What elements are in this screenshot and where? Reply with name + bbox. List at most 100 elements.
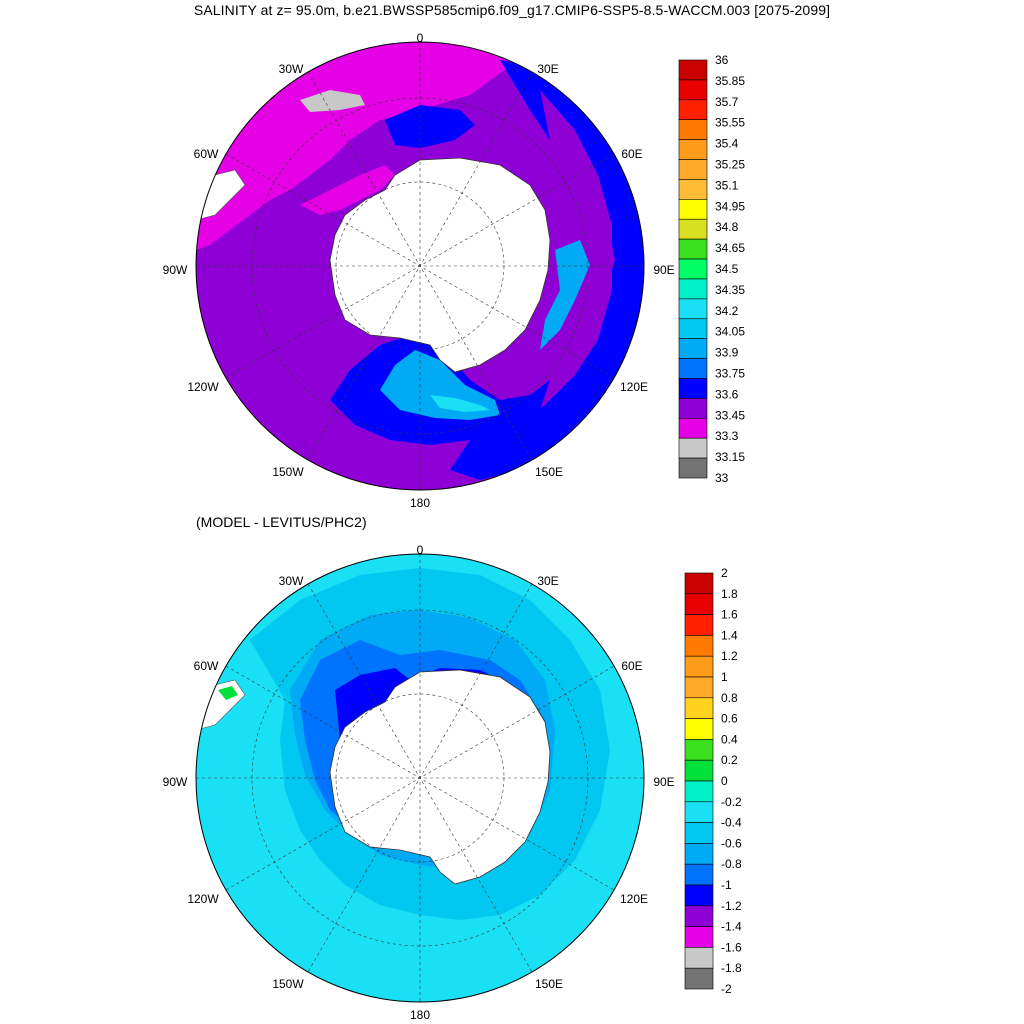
bottom-polar-map [195,553,645,1003]
top-map-frame [195,41,645,491]
bottom-map-frame [195,553,645,1003]
top-colorbar-swatch [678,457,708,479]
bottom-colorbar-tick-label: 0.6 [721,712,738,726]
top-antarctica [329,157,551,373]
bottom-colorbar-swatch [684,572,714,595]
bottom-colorbar-tick-label: -0.8 [721,857,742,871]
bottom-colorbar-swatch [684,863,714,886]
top-colorbar-tick-label: 33.6 [715,387,739,401]
bottom-lon-30e: 30E [537,574,558,588]
top-colorbar-tick-label: 34.65 [715,241,745,255]
bottom-colorbar-tick-label: 0.8 [721,691,738,705]
bottom-colorbar-swatch [684,884,714,907]
top-colorbar-tick-label: 35.7 [715,95,739,109]
bottom-colorbar-tick-label: 1.4 [721,628,738,642]
bottom-colorbar-swatch [684,822,714,844]
top-colorbar-swatch [678,278,708,300]
top-lon-90w: 90W [163,263,188,277]
bottom-lon-180: 180 [410,1008,430,1022]
bottom-colorbar-tick-label: -1.2 [721,899,742,913]
figure-title: SALINITY at z= 95.0m, b.e21.BWSSP585cmip… [193,2,831,18]
top-colorbar-swatch [678,179,708,200]
bottom-colorbar-tick-label: -0.2 [721,795,742,809]
top-colorbar-tick-label: 35.4 [715,137,739,151]
bottom-colorbar-swatch [684,676,714,699]
bottom-colorbar-swatch [684,759,714,782]
bottom-colorbar-tick-label: -0.4 [721,816,742,830]
bottom-colorbar-swatch [684,967,714,990]
top-colorbar-swatch [678,338,708,359]
top-colorbar-tick-label: 35.85 [715,74,745,88]
top-lon-90e: 90E [653,263,674,277]
top-colorbar-swatch [678,139,708,160]
bottom-colorbar-tick-label: -1.4 [721,920,742,934]
top-lon-0: 0 [417,31,424,45]
bottom-colorbar-tick-label: 1.8 [721,587,738,601]
top-cyan-east-coast [540,240,590,350]
top-polar-map [195,41,645,491]
difference-subtitle: (MODEL - LEVITUS/PHC2) [196,514,367,530]
top-colorbar-tick-label: 33.15 [715,450,745,464]
top-lon-150w: 150W [272,465,304,479]
bottom-colorbar-swatch [684,780,714,803]
bottom-colorbar-tick-label: -0.6 [721,836,742,850]
bottom-lon-90e: 90E [653,775,674,789]
top-lon-120e: 120E [620,380,648,394]
top-colorbar-tick-label: 35.1 [715,178,739,192]
bottom-colorbar-tick-label: 0.4 [721,732,738,746]
top-colorbar-swatch [678,358,708,379]
top-colorbar-tick-label: 33.75 [715,367,745,381]
bottom-lon-60w: 60W [194,659,219,673]
bottom-longitude-labels: 0 30E 60E 90E 120E 150E 180 150W 120W 90… [163,543,675,1022]
bottom-green-patch [218,686,238,700]
top-colorbar-swatch [678,119,708,140]
top-colorbar-tick-label: 33.3 [715,429,739,443]
bottom-antarctica [329,669,551,885]
top-colorbar-swatch [678,318,708,339]
top-lightcyan-south [430,395,490,412]
top-gray-peninsula [300,90,365,112]
bottom-colorbar-swatch [684,697,714,719]
top-colorbar-swatch [678,218,708,240]
top-colorbar: 36 35.85 35.7 35.55 35.4 35.25 35.1 34.95 34.8 34… [678,53,745,485]
top-graticule [196,42,644,490]
bottom-colorbar-swatch [684,739,714,761]
bottom-lon-90w: 90W [163,775,188,789]
bottom-colorbar-tick-label: 2 [721,566,728,580]
bottom-lon-150e: 150E [535,977,563,991]
bottom-lon-0: 0 [417,543,424,557]
bottom-colorbar-tick-label: 1.6 [721,608,738,622]
top-colorbar-tick-label: 34.35 [715,283,745,297]
bottom-colorbar-swatch [684,718,714,740]
bottom-colorbar-swatch [684,635,714,657]
top-colorbar-swatch [678,378,708,399]
bottom-colorbar-tick-label: 0 [721,774,728,788]
top-colorbar-swatch [678,398,708,419]
bottom-colorbar-swatch [684,655,714,678]
top-colorbar-tick-label: 33 [715,471,729,485]
top-lon-30w: 30W [279,62,304,76]
top-colorbar-tick-label: 33.45 [715,408,745,422]
top-colorbar-swatch [678,437,708,459]
top-colorbar-tick-label: 34.2 [715,304,739,318]
top-colorbar-tick-label: 36 [715,53,729,67]
bottom-lon-30w: 30W [279,574,304,588]
top-colorbar-tick-label: 35.55 [715,116,745,130]
top-colorbar-swatch [678,238,708,260]
top-colorbar-swatch [678,59,708,81]
bottom-colorbar-tick-label: -1 [721,878,732,892]
top-blue-pocket [385,105,475,148]
bottom-colorbar-tick-label: -2 [721,982,732,996]
bottom-colorbar-swatch [684,614,714,636]
bottom-lon-60e: 60E [621,659,642,673]
bottom-colorbar-swatch [684,905,714,927]
top-lon-30e: 30E [537,62,558,76]
top-colorbar-tick-label: 34.95 [715,199,745,213]
bottom-lon-120w: 120W [187,892,219,906]
top-colorbar-swatch [678,298,708,320]
top-colorbar-swatch [678,199,708,220]
bottom-graticule [196,554,644,1002]
top-longitude-labels: 0 30E 60E 90E 120E 150E 180 150W 120W 90… [163,31,675,510]
top-magenta-coastal [300,165,395,215]
